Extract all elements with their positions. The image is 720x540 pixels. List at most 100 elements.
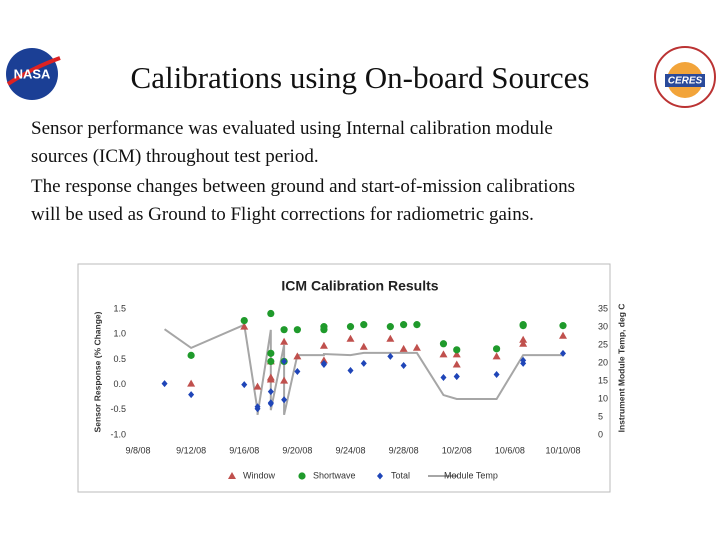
- point: [453, 346, 461, 354]
- point: [492, 352, 501, 360]
- point: [293, 326, 301, 334]
- point: [281, 396, 288, 404]
- point: [413, 321, 421, 329]
- y2-tick-label: 20: [598, 357, 608, 367]
- point: [360, 359, 367, 367]
- point: [320, 323, 328, 331]
- point: [267, 357, 275, 366]
- logo-band: [665, 74, 705, 87]
- legend-swatch: [298, 472, 306, 480]
- slide-title: Calibrations using On-board Sources: [130, 60, 590, 95]
- point: [267, 399, 274, 407]
- point: [453, 373, 460, 381]
- point: [440, 374, 447, 382]
- point: [254, 405, 261, 413]
- y-axis-label: Sensor Response (% Change): [92, 311, 102, 432]
- x-tick-label: 9/24/08: [335, 445, 365, 455]
- legend-label: Window: [243, 470, 276, 480]
- x-tick-label: 10/10/08: [545, 445, 580, 455]
- point: [560, 349, 566, 357]
- y2-tick-label: 15: [598, 375, 608, 385]
- body-text: Sensor performance was evaluated using I…: [31, 118, 553, 139]
- y-tick-label: -0.5: [110, 404, 126, 414]
- y2-tick-label: 0: [598, 429, 603, 439]
- point: [439, 350, 448, 358]
- point: [319, 341, 328, 349]
- point: [280, 326, 288, 334]
- y2-tick-label: 10: [598, 393, 608, 403]
- legend-swatch: [377, 472, 383, 480]
- x-tick-label: 9/28/08: [389, 445, 419, 455]
- point: [187, 351, 195, 359]
- point: [240, 322, 249, 330]
- logo-text: NASA: [14, 66, 51, 81]
- point: [520, 356, 527, 364]
- y2-tick-label: 35: [598, 303, 608, 313]
- point: [293, 352, 302, 360]
- point: [346, 323, 355, 331]
- legend-swatch: [228, 472, 236, 479]
- x-tick-label: 10/2/08: [442, 445, 472, 455]
- point: [493, 371, 500, 379]
- point: [320, 326, 328, 334]
- body-text: The response changes between ground and …: [31, 176, 575, 197]
- point: [267, 400, 274, 408]
- y-tick-label: 1.5: [113, 303, 126, 313]
- point: [492, 345, 501, 353]
- point: [519, 321, 527, 329]
- point: [386, 334, 395, 342]
- point: [294, 367, 301, 375]
- point: [360, 321, 368, 329]
- point: [452, 360, 461, 368]
- point: [519, 322, 527, 330]
- y-tick-label: 0.0: [113, 379, 126, 389]
- x-tick-label: 9/16/08: [229, 445, 259, 455]
- point: [519, 335, 528, 343]
- point: [267, 388, 274, 396]
- legend-label: Total: [391, 470, 410, 480]
- point: [519, 339, 528, 347]
- point: [400, 321, 408, 329]
- point: [346, 334, 355, 342]
- point: [412, 343, 421, 351]
- point: [280, 337, 289, 345]
- point: [520, 359, 527, 367]
- point: [266, 373, 275, 381]
- point: [266, 375, 275, 383]
- line-series: [163, 323, 563, 416]
- logo-disc: [6, 48, 58, 100]
- y-tick-label: -1.0: [110, 429, 126, 439]
- point: [266, 357, 275, 365]
- point: [559, 322, 567, 330]
- point: [400, 361, 407, 369]
- point: [452, 350, 461, 358]
- x-tick-label: 9/8/08: [125, 445, 150, 455]
- nasa-logo: NASA: [6, 48, 61, 100]
- chart-title: ICM Calibration Results: [281, 278, 438, 294]
- point: [347, 366, 354, 374]
- y-tick-label: 1.0: [113, 329, 126, 339]
- body-text: will be used as Ground to Flight correct…: [31, 204, 534, 225]
- point: [359, 342, 368, 350]
- point: [320, 360, 327, 368]
- point: [161, 380, 168, 388]
- point: [188, 391, 195, 399]
- chart-frame: [77, 263, 611, 493]
- point: [386, 323, 394, 331]
- point: [439, 340, 448, 348]
- x-tick-label: 9/20/08: [282, 445, 312, 455]
- point: [241, 381, 248, 389]
- point: [267, 349, 275, 357]
- point: [399, 344, 408, 352]
- body-text: sources (ICM) throughout test period.: [31, 146, 319, 167]
- legend-label: Module Temp: [444, 470, 498, 480]
- y2-tick-label: 5: [598, 411, 603, 421]
- point: [240, 316, 248, 325]
- x-tick-label: 10/6/08: [495, 445, 525, 455]
- point: [319, 356, 328, 364]
- legend-label: Shortwave: [313, 470, 356, 480]
- logo-swoosh: [6, 56, 61, 86]
- point: [453, 373, 460, 381]
- point: [281, 357, 288, 365]
- point: [320, 359, 327, 367]
